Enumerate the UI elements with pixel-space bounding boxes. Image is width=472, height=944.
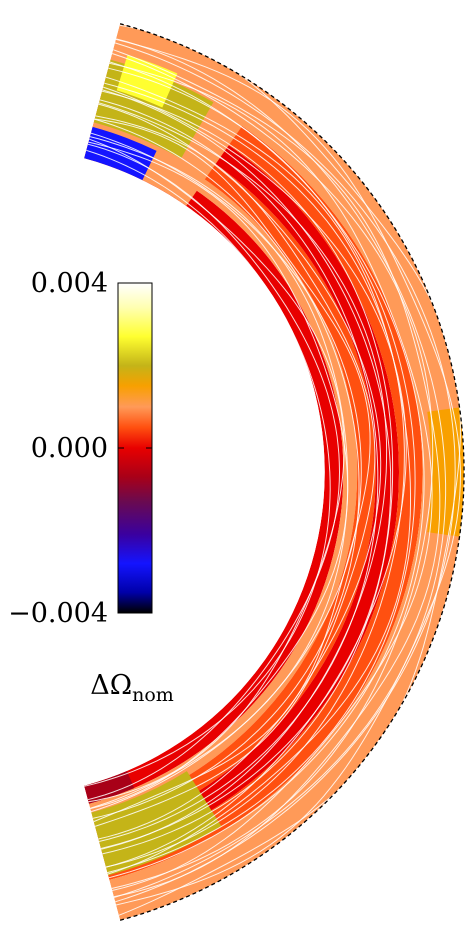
colorbar-title: ΔΩnom	[90, 670, 174, 706]
colorbar: 0.004 0.000 −0.004 ΔΩnom	[8, 268, 174, 706]
outer-boundary	[119, 23, 465, 921]
colorbar-tick-label: 0.000	[31, 433, 108, 464]
colorbar-tick-label: 0.004	[31, 268, 108, 299]
contour-line	[105, 76, 411, 875]
contour-line	[84, 149, 331, 787]
colorbar-tick-label: −0.004	[8, 598, 108, 629]
shell-band-4	[97, 86, 400, 858]
contour-line	[104, 82, 405, 868]
contour-line	[98, 102, 388, 850]
shell-region-south-polar-dark	[84, 771, 135, 804]
contour-lines	[84, 24, 462, 916]
contour-line	[118, 24, 461, 916]
contour-line	[93, 118, 371, 823]
contour-line	[98, 99, 379, 842]
contour-line	[98, 103, 382, 840]
contour-line	[100, 89, 392, 849]
contour-line	[90, 132, 362, 813]
contour-line	[115, 38, 462, 906]
contour-line	[89, 136, 349, 809]
contour-line	[114, 42, 456, 903]
contour-line	[109, 62, 433, 891]
meridional-shell	[84, 23, 465, 921]
shell-band-6	[109, 23, 465, 921]
contour-line	[102, 86, 407, 868]
contour-line	[92, 118, 360, 819]
contour-line	[88, 138, 345, 803]
shell-band-1	[84, 140, 344, 804]
contour-line	[108, 61, 425, 879]
contour-line	[113, 49, 441, 898]
contour-line	[94, 115, 376, 827]
shell-region-north-polar-cap-yellow	[116, 54, 178, 108]
colorbar-ticks: 0.004 0.000 −0.004	[8, 268, 152, 629]
